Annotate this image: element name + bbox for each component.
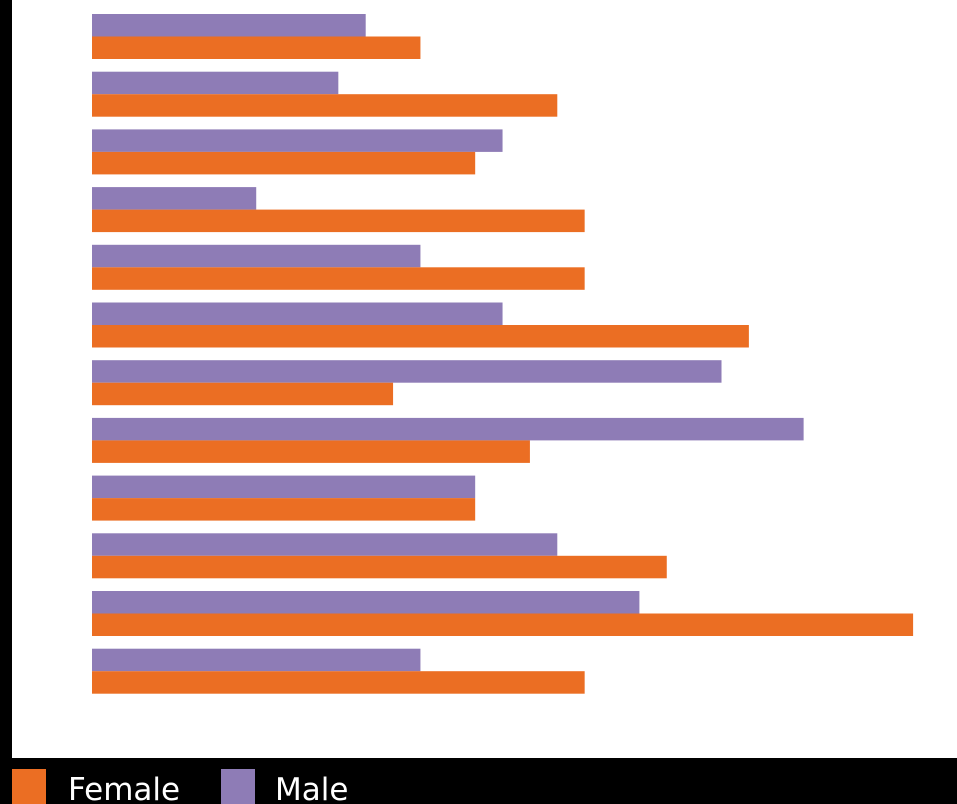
bar-male-8 (92, 417, 804, 441)
legend-swatch-male (221, 769, 255, 804)
bar-male-12 (92, 648, 421, 672)
bar-female-12 (92, 671, 585, 694)
legend-swatch-female (12, 769, 46, 804)
bar-female-2 (92, 94, 558, 117)
legend-label-male: Male (275, 772, 348, 804)
bar-group-10 (92, 533, 667, 579)
bar-female-5 (92, 267, 585, 290)
bar-female-8 (92, 440, 530, 463)
bar-female-3 (92, 151, 476, 175)
bar-group-12 (92, 648, 585, 694)
bar-male-5 (92, 244, 421, 268)
bar-group-11 (92, 591, 914, 636)
bar-group-4 (92, 187, 585, 233)
bars-layer (92, 14, 914, 694)
bar-male-1 (92, 14, 366, 37)
bar-male-7 (92, 360, 722, 383)
bar-group-7 (92, 360, 722, 406)
bar-male-3 (92, 129, 503, 152)
bar-group-3 (92, 129, 503, 175)
bar-group-5 (92, 244, 585, 290)
legend-label-female: Female (68, 772, 180, 804)
bar-female-10 (92, 555, 667, 579)
bar-female-7 (92, 382, 394, 406)
bar-male-2 (92, 71, 339, 95)
bar-group-6 (92, 302, 749, 348)
bar-group-2 (92, 71, 558, 117)
legend: Female Male (12, 769, 348, 804)
bar-group-8 (92, 417, 804, 463)
bar-female-4 (92, 209, 585, 233)
bar-female-9 (92, 498, 476, 521)
bar-male-10 (92, 533, 558, 556)
bar-group-9 (92, 475, 476, 521)
bar-male-4 (92, 187, 257, 210)
bar-female-1 (92, 36, 421, 59)
bar-female-6 (92, 325, 749, 348)
bar-female-11 (92, 613, 914, 636)
bar-male-9 (92, 475, 476, 499)
bar-group-1 (92, 14, 421, 59)
bar-male-6 (92, 302, 503, 325)
bar-male-11 (92, 591, 640, 614)
